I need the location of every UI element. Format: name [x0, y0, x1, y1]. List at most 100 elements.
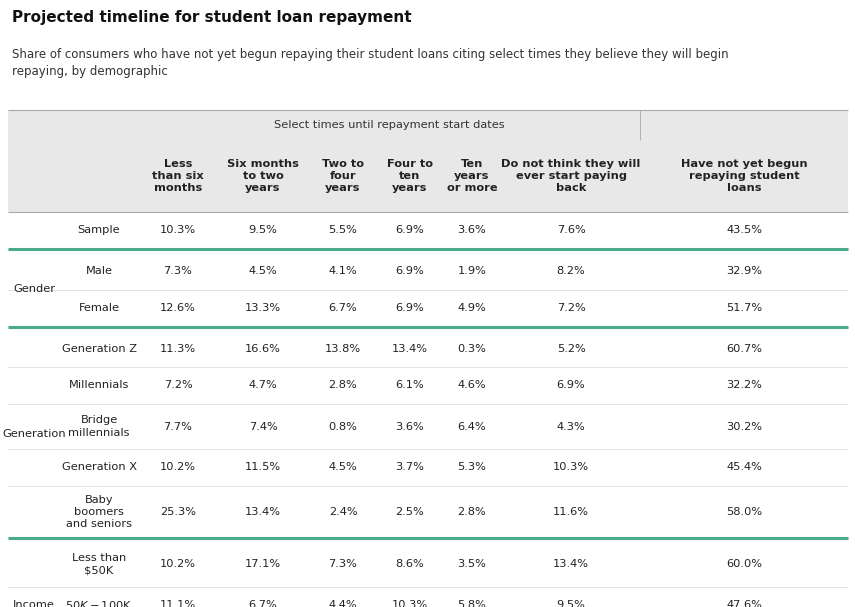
Text: 13.8%: 13.8% [325, 344, 361, 353]
Text: Millennials: Millennials [68, 381, 129, 390]
Bar [8, 367, 848, 404]
Text: 5.8%: 5.8% [457, 600, 486, 607]
Text: 6.7%: 6.7% [328, 303, 357, 313]
Text: 13.3%: 13.3% [245, 303, 281, 313]
Text: 43.5%: 43.5% [726, 225, 762, 236]
Text: Sample: Sample [78, 225, 121, 236]
Text: 12.6%: 12.6% [160, 303, 196, 313]
Text: 13.4%: 13.4% [245, 507, 281, 517]
Text: 6.9%: 6.9% [396, 303, 424, 313]
Text: 2.4%: 2.4% [328, 507, 357, 517]
Text: 25.3%: 25.3% [160, 507, 196, 517]
Text: 32.9%: 32.9% [726, 266, 762, 276]
Text: 11.6%: 11.6% [553, 507, 589, 517]
Text: 3.6%: 3.6% [396, 421, 424, 432]
Text: 4.6%: 4.6% [457, 381, 486, 390]
Text: Ten
years
or more: Ten years or more [446, 158, 498, 194]
Text: 7.3%: 7.3% [163, 266, 192, 276]
Text: 8.6%: 8.6% [396, 559, 424, 569]
Text: 3.6%: 3.6% [457, 225, 486, 236]
Bar [8, 486, 848, 538]
Text: Share of consumers who have not yet begun repaying their student loans citing se: Share of consumers who have not yet begu… [12, 48, 728, 78]
Text: Female: Female [79, 303, 120, 313]
Text: Do not think they will
ever start paying
back: Do not think they will ever start paying… [501, 158, 640, 194]
Text: 11.5%: 11.5% [245, 463, 281, 472]
Text: 58.0%: 58.0% [726, 507, 762, 517]
Text: 7.7%: 7.7% [163, 421, 192, 432]
Text: 0.8%: 0.8% [328, 421, 357, 432]
Text: 45.4%: 45.4% [726, 463, 762, 472]
Text: 7.2%: 7.2% [163, 381, 192, 390]
Text: 60.7%: 60.7% [726, 344, 762, 353]
Text: Less
than six
months: Less than six months [152, 158, 203, 194]
Text: 6.9%: 6.9% [396, 266, 424, 276]
Bar [8, 586, 848, 607]
Text: 4.1%: 4.1% [328, 266, 357, 276]
Text: 9.5%: 9.5% [249, 225, 277, 236]
Text: 51.7%: 51.7% [726, 303, 762, 313]
Bar [8, 541, 848, 586]
Text: Generation Z: Generation Z [62, 344, 137, 353]
Text: 4.7%: 4.7% [249, 381, 277, 390]
Text: 11.1%: 11.1% [160, 600, 196, 607]
Bar [8, 449, 848, 486]
Bar [8, 290, 848, 327]
Text: 0.3%: 0.3% [457, 344, 486, 353]
Text: 5.3%: 5.3% [457, 463, 486, 472]
Text: 4.3%: 4.3% [557, 421, 586, 432]
Text: 1.9%: 1.9% [457, 266, 486, 276]
Text: 10.2%: 10.2% [160, 463, 196, 472]
Text: 6.4%: 6.4% [457, 421, 486, 432]
Text: 10.3%: 10.3% [392, 600, 428, 607]
Text: 7.6%: 7.6% [557, 225, 586, 236]
Text: Six months
to two
years: Six months to two years [227, 158, 299, 194]
Text: $50K-$100K: $50K-$100K [65, 599, 133, 607]
Text: Bridge
millennials: Bridge millennials [68, 415, 130, 438]
Text: Gender: Gender [13, 285, 55, 294]
Text: 10.2%: 10.2% [160, 559, 196, 569]
Text: 4.5%: 4.5% [249, 266, 277, 276]
Text: 10.3%: 10.3% [553, 463, 589, 472]
Text: Select times until repayment start dates: Select times until repayment start dates [274, 120, 504, 130]
Text: 17.1%: 17.1% [245, 559, 281, 569]
Text: 6.7%: 6.7% [249, 600, 277, 607]
Text: 32.2%: 32.2% [726, 381, 762, 390]
Text: 2.8%: 2.8% [457, 507, 486, 517]
Text: 60.0%: 60.0% [726, 559, 762, 569]
Text: Two to
four
years: Two to four years [322, 158, 364, 194]
Text: 3.5%: 3.5% [457, 559, 486, 569]
Text: 4.4%: 4.4% [328, 600, 357, 607]
Text: 7.4%: 7.4% [249, 421, 277, 432]
Bar [8, 110, 848, 140]
Text: Projected timeline for student loan repayment: Projected timeline for student loan repa… [12, 10, 411, 25]
Text: 13.4%: 13.4% [392, 344, 428, 353]
Text: 3.7%: 3.7% [396, 463, 424, 472]
Bar [8, 330, 848, 367]
Text: 6.1%: 6.1% [396, 381, 424, 390]
Text: 5.2%: 5.2% [557, 344, 586, 353]
Text: 9.5%: 9.5% [557, 600, 586, 607]
Text: 11.3%: 11.3% [160, 344, 196, 353]
Text: Have not yet begun
repaying student
loans: Have not yet begun repaying student loan… [681, 158, 807, 194]
Text: 30.2%: 30.2% [726, 421, 762, 432]
Text: Generation: Generation [3, 429, 66, 439]
Text: 6.9%: 6.9% [396, 225, 424, 236]
Text: 2.8%: 2.8% [328, 381, 357, 390]
Text: 13.4%: 13.4% [553, 559, 589, 569]
Text: Male: Male [86, 266, 113, 276]
Bar [8, 253, 848, 290]
Text: Generation X: Generation X [62, 463, 137, 472]
Text: 8.2%: 8.2% [557, 266, 586, 276]
Text: 2.5%: 2.5% [396, 507, 424, 517]
Bar [8, 140, 848, 212]
Text: 10.3%: 10.3% [160, 225, 196, 236]
Text: Baby
boomers
and seniors: Baby boomers and seniors [66, 495, 132, 529]
Bar [8, 404, 848, 449]
Text: 4.9%: 4.9% [457, 303, 486, 313]
Bar [8, 212, 848, 249]
Text: 47.6%: 47.6% [726, 600, 762, 607]
Text: 6.9%: 6.9% [557, 381, 586, 390]
Text: Four to
ten
years: Four to ten years [387, 158, 433, 194]
Text: 7.3%: 7.3% [328, 559, 357, 569]
Text: 16.6%: 16.6% [245, 344, 281, 353]
